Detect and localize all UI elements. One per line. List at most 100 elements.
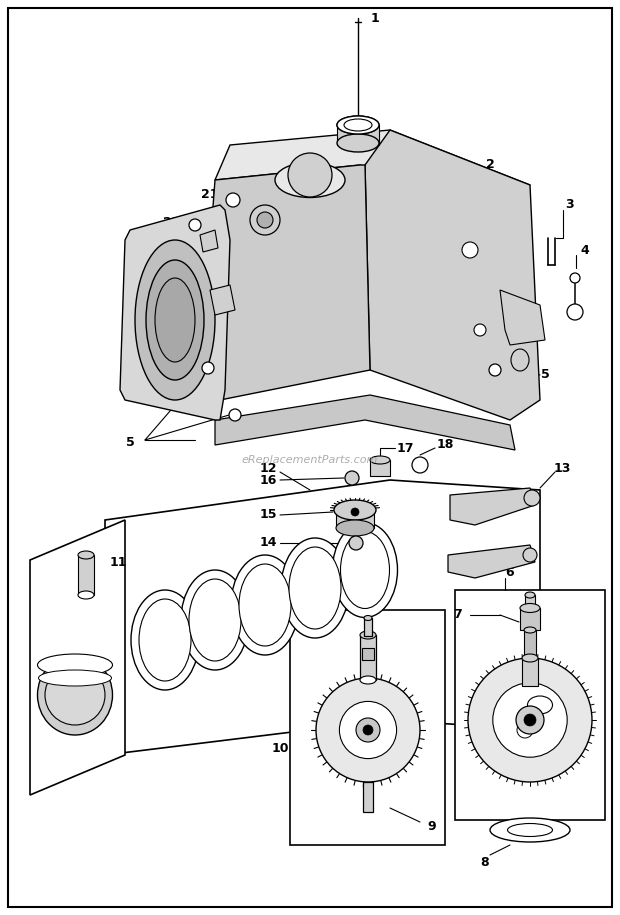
Ellipse shape — [37, 655, 112, 735]
Circle shape — [567, 304, 583, 320]
Circle shape — [339, 702, 397, 759]
Ellipse shape — [78, 551, 94, 559]
Ellipse shape — [332, 522, 397, 618]
Text: 5: 5 — [126, 436, 135, 449]
Polygon shape — [448, 545, 535, 578]
Text: 19: 19 — [321, 193, 339, 207]
Ellipse shape — [281, 538, 349, 638]
Ellipse shape — [231, 555, 299, 655]
Circle shape — [189, 219, 201, 231]
Ellipse shape — [524, 627, 536, 633]
Circle shape — [524, 490, 540, 506]
Text: 13: 13 — [553, 461, 570, 475]
Ellipse shape — [525, 592, 535, 598]
Circle shape — [349, 536, 363, 550]
Circle shape — [462, 242, 478, 258]
Bar — [78, 555, 94, 595]
Text: 1: 1 — [371, 12, 379, 25]
Text: 18: 18 — [436, 438, 454, 451]
Ellipse shape — [337, 134, 379, 152]
Circle shape — [345, 471, 359, 485]
Bar — [364, 618, 372, 636]
Circle shape — [570, 273, 580, 283]
Text: 6: 6 — [506, 565, 515, 578]
Ellipse shape — [38, 670, 112, 686]
Text: 15: 15 — [259, 509, 277, 522]
Ellipse shape — [239, 564, 291, 646]
Circle shape — [493, 683, 567, 758]
Bar — [360, 635, 376, 680]
Bar — [363, 782, 373, 812]
Bar — [455, 590, 605, 820]
Ellipse shape — [522, 654, 538, 662]
Circle shape — [517, 722, 533, 738]
Ellipse shape — [131, 590, 199, 690]
Text: 5: 5 — [541, 369, 549, 382]
Bar — [336, 510, 374, 528]
Polygon shape — [500, 290, 545, 345]
Circle shape — [412, 457, 428, 473]
Circle shape — [351, 508, 359, 516]
Ellipse shape — [146, 260, 204, 380]
Circle shape — [250, 205, 280, 235]
Circle shape — [202, 362, 214, 374]
Circle shape — [468, 658, 592, 782]
Circle shape — [316, 678, 420, 782]
Text: 3: 3 — [565, 199, 574, 211]
Bar — [525, 595, 535, 609]
Ellipse shape — [360, 631, 376, 639]
Ellipse shape — [45, 665, 105, 725]
Text: 4: 4 — [580, 243, 590, 256]
Polygon shape — [215, 395, 515, 450]
Bar — [370, 460, 390, 476]
Bar — [337, 125, 379, 145]
Text: 16: 16 — [259, 473, 277, 487]
Ellipse shape — [275, 163, 345, 198]
Text: 7: 7 — [454, 608, 463, 621]
Circle shape — [363, 725, 373, 735]
Ellipse shape — [155, 278, 195, 362]
Bar — [362, 648, 374, 660]
Ellipse shape — [511, 349, 529, 371]
Text: 12: 12 — [259, 461, 277, 475]
Ellipse shape — [337, 116, 379, 134]
Ellipse shape — [334, 500, 376, 520]
Ellipse shape — [490, 818, 570, 842]
Circle shape — [516, 706, 544, 734]
Text: 2: 2 — [485, 158, 494, 171]
Bar — [524, 630, 536, 658]
Ellipse shape — [340, 532, 389, 608]
Text: 11: 11 — [109, 556, 126, 569]
Ellipse shape — [336, 520, 374, 536]
Polygon shape — [200, 165, 370, 400]
Ellipse shape — [189, 579, 241, 661]
Bar — [290, 610, 445, 845]
Ellipse shape — [520, 604, 540, 612]
Text: 8: 8 — [480, 856, 489, 868]
Ellipse shape — [344, 119, 372, 131]
Text: 9: 9 — [428, 821, 436, 834]
Polygon shape — [30, 520, 125, 795]
Text: 10: 10 — [272, 741, 289, 755]
Polygon shape — [120, 205, 230, 420]
Ellipse shape — [139, 599, 191, 681]
Text: 17: 17 — [396, 442, 414, 455]
Ellipse shape — [508, 824, 552, 836]
Circle shape — [523, 548, 537, 562]
Circle shape — [229, 409, 241, 421]
Ellipse shape — [181, 570, 249, 670]
Circle shape — [356, 718, 380, 742]
Polygon shape — [210, 285, 235, 315]
Circle shape — [524, 714, 536, 726]
Ellipse shape — [344, 119, 372, 131]
Circle shape — [226, 193, 240, 207]
Circle shape — [257, 212, 273, 228]
Circle shape — [489, 364, 501, 376]
Ellipse shape — [37, 654, 112, 676]
Circle shape — [474, 324, 486, 336]
Ellipse shape — [364, 616, 372, 620]
Text: 21: 21 — [202, 188, 219, 201]
Ellipse shape — [370, 456, 390, 464]
Ellipse shape — [78, 591, 94, 599]
Ellipse shape — [337, 116, 379, 134]
